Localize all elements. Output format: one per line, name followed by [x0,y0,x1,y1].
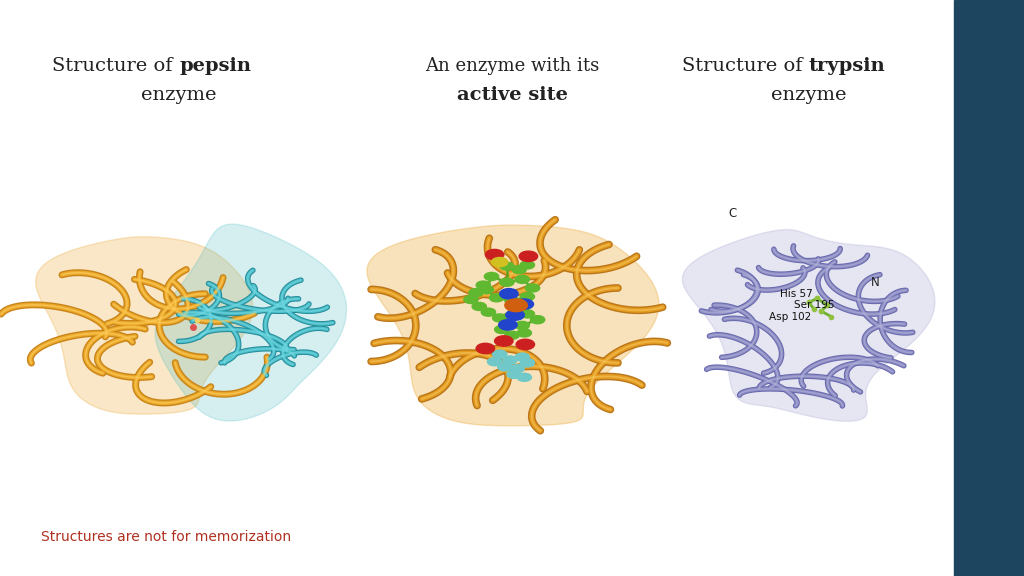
Circle shape [485,249,504,260]
Circle shape [520,359,535,367]
Circle shape [507,370,521,378]
Text: trypsin: trypsin [809,57,886,75]
Circle shape [479,286,494,294]
Circle shape [505,299,527,312]
Circle shape [516,339,535,350]
Text: Structures are not for memorization: Structures are not for memorization [41,530,291,544]
Text: An enzyme with its: An enzyme with its [425,57,599,75]
Circle shape [515,353,529,361]
Text: Structure of: Structure of [52,57,179,75]
Text: enzyme: enzyme [771,86,847,104]
Circle shape [487,358,502,366]
Circle shape [506,310,524,320]
Circle shape [484,272,499,281]
Circle shape [519,251,538,262]
Circle shape [481,308,496,316]
Circle shape [472,302,486,310]
Text: pepsin: pepsin [179,57,251,75]
Circle shape [492,257,508,267]
Circle shape [515,299,534,309]
Circle shape [510,365,524,373]
Circle shape [503,356,517,364]
Circle shape [505,297,519,305]
Circle shape [500,278,514,286]
Circle shape [520,310,535,318]
Text: C: C [728,207,736,219]
Circle shape [505,331,519,339]
Circle shape [476,343,495,354]
Text: enzyme: enzyme [141,86,217,104]
Text: Structure of: Structure of [682,57,809,75]
Circle shape [525,284,540,292]
Circle shape [520,261,535,269]
Circle shape [498,363,512,371]
Polygon shape [156,224,346,421]
Circle shape [469,289,483,297]
Circle shape [500,262,514,270]
Circle shape [520,293,535,301]
Polygon shape [367,225,658,426]
Circle shape [495,336,513,346]
Circle shape [512,266,526,274]
Circle shape [499,320,517,330]
Circle shape [495,325,509,334]
Circle shape [517,329,531,337]
Circle shape [493,314,507,322]
Circle shape [500,320,514,328]
Circle shape [476,281,490,289]
Text: N: N [871,276,880,289]
Circle shape [515,321,529,329]
Circle shape [464,295,478,304]
Polygon shape [682,230,935,421]
Circle shape [515,275,529,283]
Circle shape [500,289,518,299]
Circle shape [508,304,522,312]
Polygon shape [36,237,253,414]
Bar [954,0,1024,576]
Circle shape [489,294,504,302]
Circle shape [530,316,545,324]
Text: active site: active site [457,86,567,104]
Text: His 57: His 57 [780,289,813,299]
Circle shape [517,373,531,381]
Text: Asp 102: Asp 102 [769,312,811,322]
Text: Ser 195: Ser 195 [794,300,835,310]
Circle shape [493,350,507,358]
